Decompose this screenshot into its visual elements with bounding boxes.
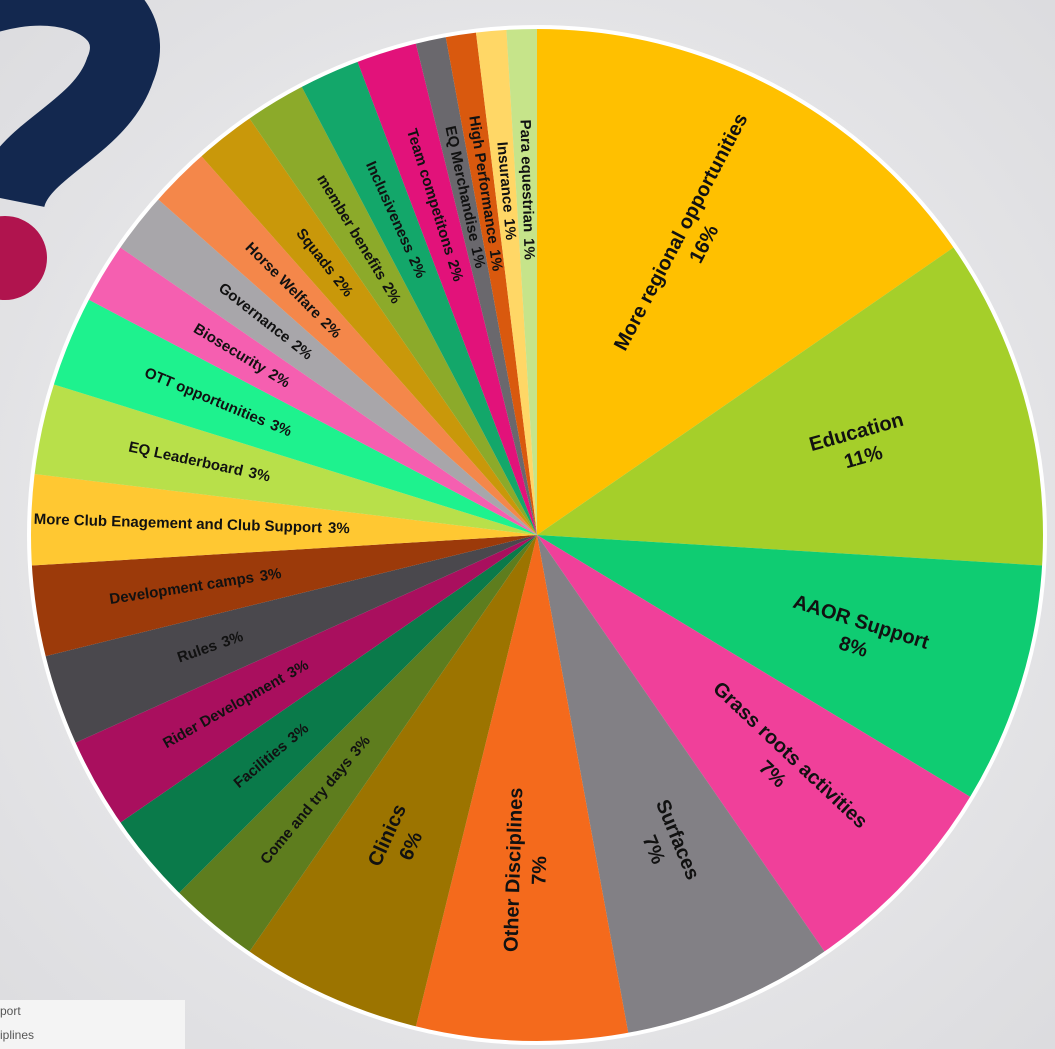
slice-label: Para equestrian 1% (516, 119, 537, 260)
value-label: 2% (444, 258, 467, 284)
pie-slice (32, 383, 538, 535)
category-label: Para equestrian (516, 119, 536, 232)
pie-slice (73, 535, 537, 824)
pie-slice (29, 535, 537, 657)
pie-slice (177, 535, 538, 954)
question-mark-decoration (0, 0, 160, 210)
pie-slice (537, 535, 972, 954)
category-label: Insurance (493, 141, 516, 213)
slice-label-text: Insurance 1% (493, 141, 519, 241)
pie-slice (52, 298, 537, 535)
pie-slice (28, 473, 537, 566)
slice-label-text: Para equestrian 1% (516, 119, 537, 260)
pie-slice (200, 116, 538, 535)
pie-slice (415, 35, 537, 536)
slice-label: Insurance 1% (493, 141, 519, 241)
question-dot-decoration (0, 216, 47, 300)
value-label: 3% (258, 565, 282, 585)
pie-slice (445, 30, 537, 536)
legend-fragment: port (0, 1004, 21, 1018)
pie-slice (475, 27, 537, 535)
legend-fragment-box (0, 1000, 185, 1049)
pie-slice (156, 154, 538, 536)
value-label: 1% (467, 245, 488, 270)
value-label: 3% (219, 628, 245, 651)
pie-slice (118, 198, 537, 536)
pie-slice (248, 535, 538, 1029)
pie-slice (415, 535, 629, 1043)
value-label: 3% (328, 520, 350, 538)
category-label: Other Disciplines (501, 787, 528, 952)
slice-label-text: Other Disciplines7% (501, 787, 554, 953)
value-label: 1% (486, 248, 506, 272)
pie-slice (506, 27, 537, 535)
legend-fragment: iplines (0, 1028, 34, 1042)
pie: More regional opportunities16%Education1… (27, 25, 1047, 1045)
pie-slice (537, 246, 1045, 566)
value-label: 1% (520, 238, 538, 260)
value-label: 1% (500, 218, 519, 241)
pie-slice (356, 41, 537, 535)
value-label: 7% (529, 856, 552, 886)
pie-slice (537, 535, 826, 1035)
pie-slice (300, 60, 537, 535)
value-label: 3% (247, 464, 272, 485)
pie-slice (118, 535, 537, 895)
pie-slice (537, 535, 1045, 798)
pie-outline (27, 25, 1047, 1045)
pie-slice (537, 27, 956, 535)
pie-slice (248, 85, 538, 535)
pie-slice (43, 535, 537, 744)
slice-label: Other Disciplines7% (501, 787, 554, 953)
pie-slice (87, 246, 537, 536)
